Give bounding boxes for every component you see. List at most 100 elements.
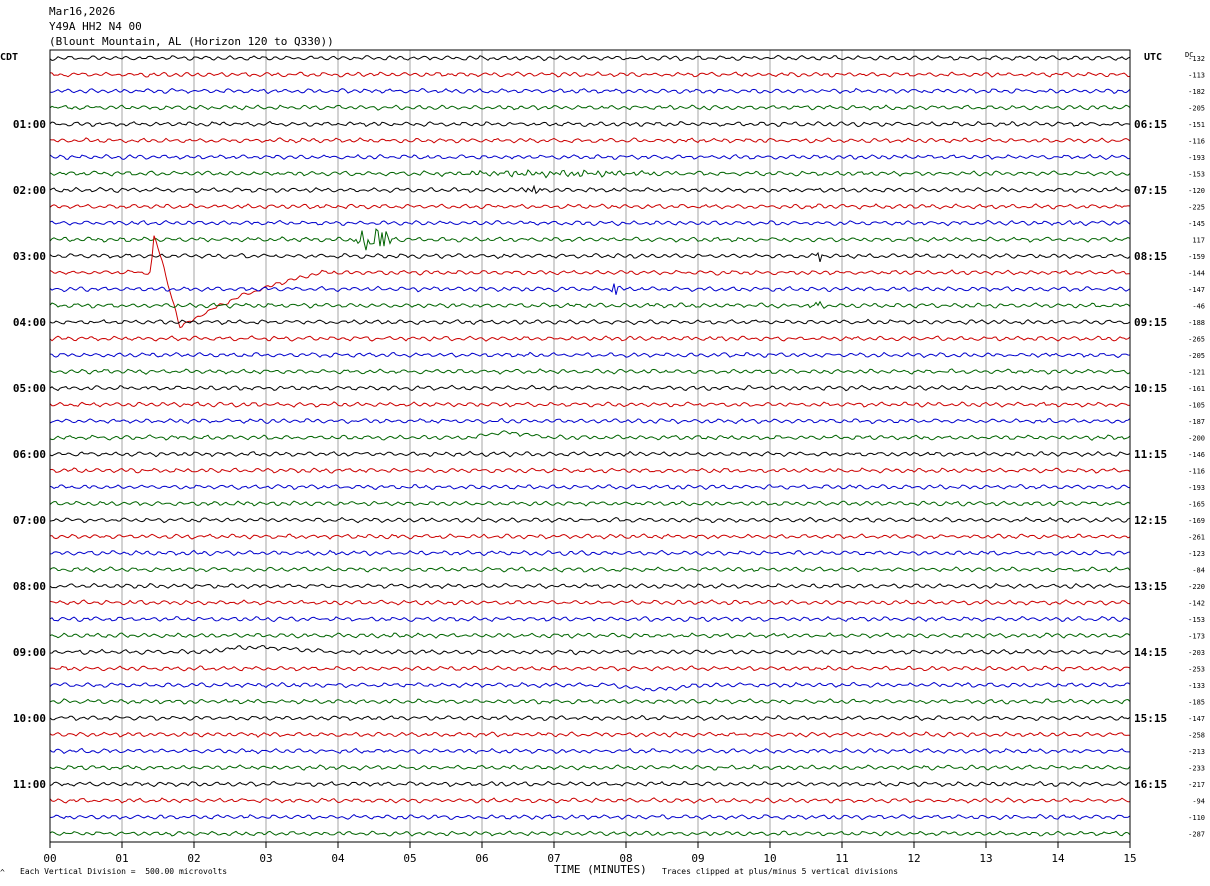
x-tick-label: 14 <box>1051 852 1065 865</box>
dc-offset-label: -94 <box>1192 798 1205 806</box>
right-hour-label: 13:15 <box>1134 580 1167 593</box>
trace-line <box>49 300 1131 310</box>
dc-offset-label: -120 <box>1188 187 1205 195</box>
dc-offset-label: -116 <box>1188 138 1205 146</box>
dc-offset-label: -173 <box>1188 633 1205 641</box>
dc-offset-label: -113 <box>1188 72 1205 80</box>
trace-line <box>49 351 1131 359</box>
right-hour-labels: 06:15 07:15 08:15 09:15 10:15 11:15 12:15 13:15… <box>1134 118 1167 791</box>
trace-line <box>49 153 1130 160</box>
trace-line <box>49 120 1131 128</box>
dc-offset-label: -185 <box>1188 699 1205 707</box>
dc-offset-label: -165 <box>1188 501 1205 509</box>
dc-offset-label: -261 <box>1188 534 1205 542</box>
dc-offset-label: -213 <box>1188 748 1205 756</box>
trace-line <box>49 283 1131 295</box>
trace-line <box>49 417 1131 425</box>
trace-layer <box>49 54 1131 837</box>
x-tick-label: 04 <box>331 852 345 865</box>
x-tick-label: 10 <box>763 852 776 865</box>
dc-offset-label: -110 <box>1188 814 1205 822</box>
dc-offset-label: -116 <box>1188 468 1205 476</box>
right-hour-label: 08:15 <box>1134 250 1167 263</box>
left-hour-label: 04:00 <box>13 316 46 329</box>
dc-offset-label: -84 <box>1192 567 1205 575</box>
right-hour-label: 15:15 <box>1134 712 1167 725</box>
x-tick-label: 06 <box>475 852 488 865</box>
dc-offset-label: -193 <box>1188 484 1205 492</box>
x-axis-ticks: 00 01 02 03 04 05 06 07 08 09 10 11 12 13 14 15 <box>43 842 1137 865</box>
trace-line <box>49 335 1131 342</box>
x-tick-label: 11 <box>835 852 848 865</box>
dc-offset-label: -187 <box>1188 418 1205 426</box>
trace-line <box>49 714 1131 722</box>
dc-offset-label: -121 <box>1188 369 1205 377</box>
plot-frame <box>49 49 1131 843</box>
scale-note: Each Vertical Division = 500.00 microvol… <box>20 867 228 876</box>
dc-offset-label: -287 <box>1188 831 1205 839</box>
trace-line <box>49 219 1131 227</box>
dc-offset-label: -220 <box>1188 583 1205 591</box>
dc-header-label: DC <box>1185 51 1193 59</box>
dc-offset-label: -217 <box>1188 781 1205 789</box>
right-hour-label: 07:15 <box>1134 184 1167 197</box>
dc-offset-label: -146 <box>1188 451 1205 459</box>
left-hour-label: 01:00 <box>13 118 46 131</box>
trace-line <box>49 516 1131 524</box>
dc-offset-label: -132 <box>1188 55 1205 63</box>
right-hour-label: 10:15 <box>1134 382 1167 395</box>
trace-line <box>49 184 1131 195</box>
trace-line <box>49 104 1131 111</box>
right-timezone-label: UTC <box>1144 52 1162 63</box>
trace-line <box>49 203 1131 210</box>
clip-note: Traces clipped at plus/minus 5 vertical … <box>662 867 899 876</box>
left-hour-label: 11:00 <box>13 778 46 791</box>
dc-offset-label: -145 <box>1188 220 1205 228</box>
trace-line <box>49 780 1131 788</box>
trace-line <box>49 401 1131 408</box>
dc-offset-label: -233 <box>1188 765 1205 773</box>
left-hour-label: 06:00 <box>13 448 46 461</box>
trace-line <box>49 318 1131 326</box>
dc-offset-label: -147 <box>1188 715 1205 723</box>
x-tick-label: 00 <box>43 852 56 865</box>
chart-location: (Blount Mountain, AL (Horizon 120 to Q33… <box>49 35 334 48</box>
trace-line <box>49 368 1131 375</box>
dc-offset-label: -142 <box>1188 600 1205 608</box>
x-tick-label: 09 <box>691 852 704 865</box>
trace-line <box>49 830 1131 837</box>
trace-line <box>49 533 1131 540</box>
dc-offset-label: -200 <box>1188 435 1205 443</box>
dc-offset-label: -253 <box>1188 666 1205 674</box>
trace-line <box>49 467 1131 474</box>
left-hour-label: 09:00 <box>13 646 46 659</box>
trace-line <box>49 665 1131 672</box>
trace-line <box>49 169 1131 179</box>
right-hour-label: 14:15 <box>1134 646 1167 659</box>
dc-offset-label: -151 <box>1188 121 1205 129</box>
left-timezone-label: CDT <box>0 52 18 63</box>
trace-line <box>49 698 1131 705</box>
x-tick-label: 15 <box>1123 852 1136 865</box>
dc-offset-label: -147 <box>1188 286 1205 294</box>
dc-offset-label: -205 <box>1188 352 1205 360</box>
trace-line <box>49 500 1131 507</box>
dc-offset-label: -225 <box>1188 204 1205 212</box>
trace-line <box>49 582 1131 590</box>
trace-line <box>49 644 1131 656</box>
x-tick-label: 01 <box>115 852 128 865</box>
trace-line <box>49 450 1131 458</box>
dc-offset-label: -265 <box>1188 336 1205 344</box>
trace-line <box>49 87 1131 95</box>
chart-date: Mar16,2026 <box>49 5 116 18</box>
trace-line <box>49 616 1131 623</box>
trace-line <box>49 731 1131 738</box>
left-hour-label: 10:00 <box>13 712 46 725</box>
dc-offset-label: -182 <box>1188 88 1205 96</box>
right-hour-label: 11:15 <box>1134 448 1167 461</box>
x-tick-label: 02 <box>187 852 200 865</box>
dc-offset-label: -161 <box>1188 385 1205 393</box>
x-tick-label: 03 <box>259 852 272 865</box>
chart-station: Y49A HH2 N4 00 <box>49 20 142 33</box>
